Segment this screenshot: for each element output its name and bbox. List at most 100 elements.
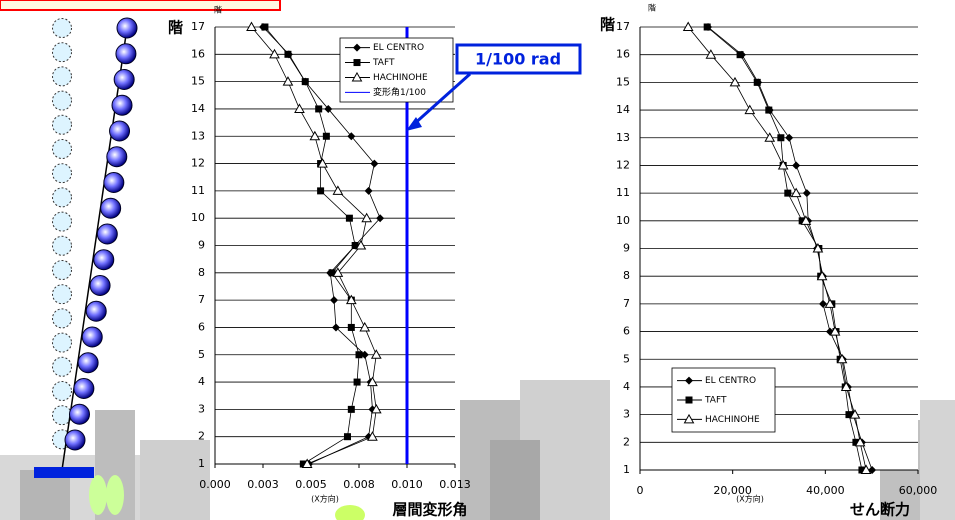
rest-node [53,236,72,255]
deformed-node [90,276,110,296]
y-tick-label: 2 [198,430,205,443]
deformed-node [65,430,85,450]
y-label: 階 [168,19,183,37]
rest-node [53,212,72,231]
x-tick-label: 60,000 [899,484,938,497]
marker [784,190,791,197]
y-tick-label: 16 [616,48,630,61]
y-tick-label: 13 [616,131,630,144]
y-tick-label: 10 [191,211,205,224]
y-tick-label: 16 [191,47,205,60]
y-tick-label: 10 [616,214,630,227]
deformed-node [69,404,89,424]
deformed-node [117,18,137,38]
y-label-top: 階 [648,3,656,13]
x-unit-label: (X方向) [736,494,764,504]
rest-node [53,140,72,159]
marker [777,134,784,141]
deformed-node [107,147,127,167]
y-tick-label: 3 [623,408,630,421]
x-tick-label: 0 [637,484,644,497]
y-tick-label: 9 [623,242,630,255]
y-label: 階 [600,16,615,34]
y-tick-label: 15 [616,75,630,88]
y-tick-label: 12 [191,157,205,170]
rest-node [53,164,72,183]
marker [765,107,772,114]
y-tick-label: 3 [198,402,205,415]
deformed-node [104,173,124,193]
deformed-node [116,44,136,64]
x-tick-label: 0.008 [343,478,375,491]
marker [261,24,268,31]
marker [323,133,330,140]
rest-node [53,188,72,207]
y-tick-label: 5 [198,348,205,361]
legend-label: EL CENTRO [373,43,424,53]
marker [344,433,351,440]
rest-node [53,309,72,328]
deformed-node [110,121,130,141]
deformed-node [94,250,114,270]
deformed-node [78,353,98,373]
marker [348,406,355,413]
marker [737,51,744,58]
marker [317,187,324,194]
rest-node [53,19,72,38]
marker [704,24,711,31]
x-tick-label: 0.000 [199,478,231,491]
x-tick-label: 0.013 [439,478,471,491]
deformed-axis [62,28,127,470]
marker [315,105,322,112]
marker [356,351,363,358]
y-tick-label: 8 [623,269,630,282]
x-tick-label: 0.005 [295,478,327,491]
marker [754,79,761,86]
building-model [53,18,138,470]
red-frame [0,0,280,10]
x-tick-label: 40,000 [806,484,845,497]
y-tick-label: 12 [616,158,630,171]
deformed-node [86,301,106,321]
y-tick-label: 1 [198,457,205,470]
deformed-node [74,379,94,399]
y-tick-label: 5 [623,352,630,365]
y-tick-label: 17 [616,20,630,33]
marker [247,23,256,31]
y-tick-label: 8 [198,266,205,279]
base [34,467,94,478]
y-tick-label: 4 [198,375,205,388]
y-tick-label: 15 [191,75,205,88]
marker [302,78,309,85]
y-label-top: 階 [214,5,222,15]
deformed-node [114,70,134,90]
x-tick-label: 0.003 [247,478,279,491]
legend-label: TAFT [704,396,727,406]
x-label: せん断力 [850,501,910,519]
deformed-node [82,327,102,347]
marker [354,379,361,386]
page: 12345678910111213141516170.0000.0030.005… [0,0,955,520]
annotation: 1/100 rad [475,50,561,69]
rest-node [53,67,72,86]
y-tick-label: 6 [623,325,630,338]
legend-label: TAFT [372,58,395,68]
y-tick-label: 17 [191,20,205,33]
rest-node [53,91,72,110]
y-tick-label: 4 [623,380,630,393]
y-tick-label: 2 [623,435,630,448]
deformed-node [97,224,117,244]
y-tick-label: 7 [623,297,630,310]
rest-node [53,261,72,280]
y-tick-label: 14 [191,102,205,115]
marker [684,23,693,31]
y-tick-label: 9 [198,239,205,252]
y-tick-label: 11 [191,184,205,197]
marker [346,215,353,222]
deformed-node [101,198,121,218]
chart: 1234567891011121314151617020,00040,00060… [600,3,937,519]
rest-node [53,115,72,134]
rest-node [53,333,72,352]
marker [686,397,693,404]
legend-label: HACHINOHE [373,73,428,83]
